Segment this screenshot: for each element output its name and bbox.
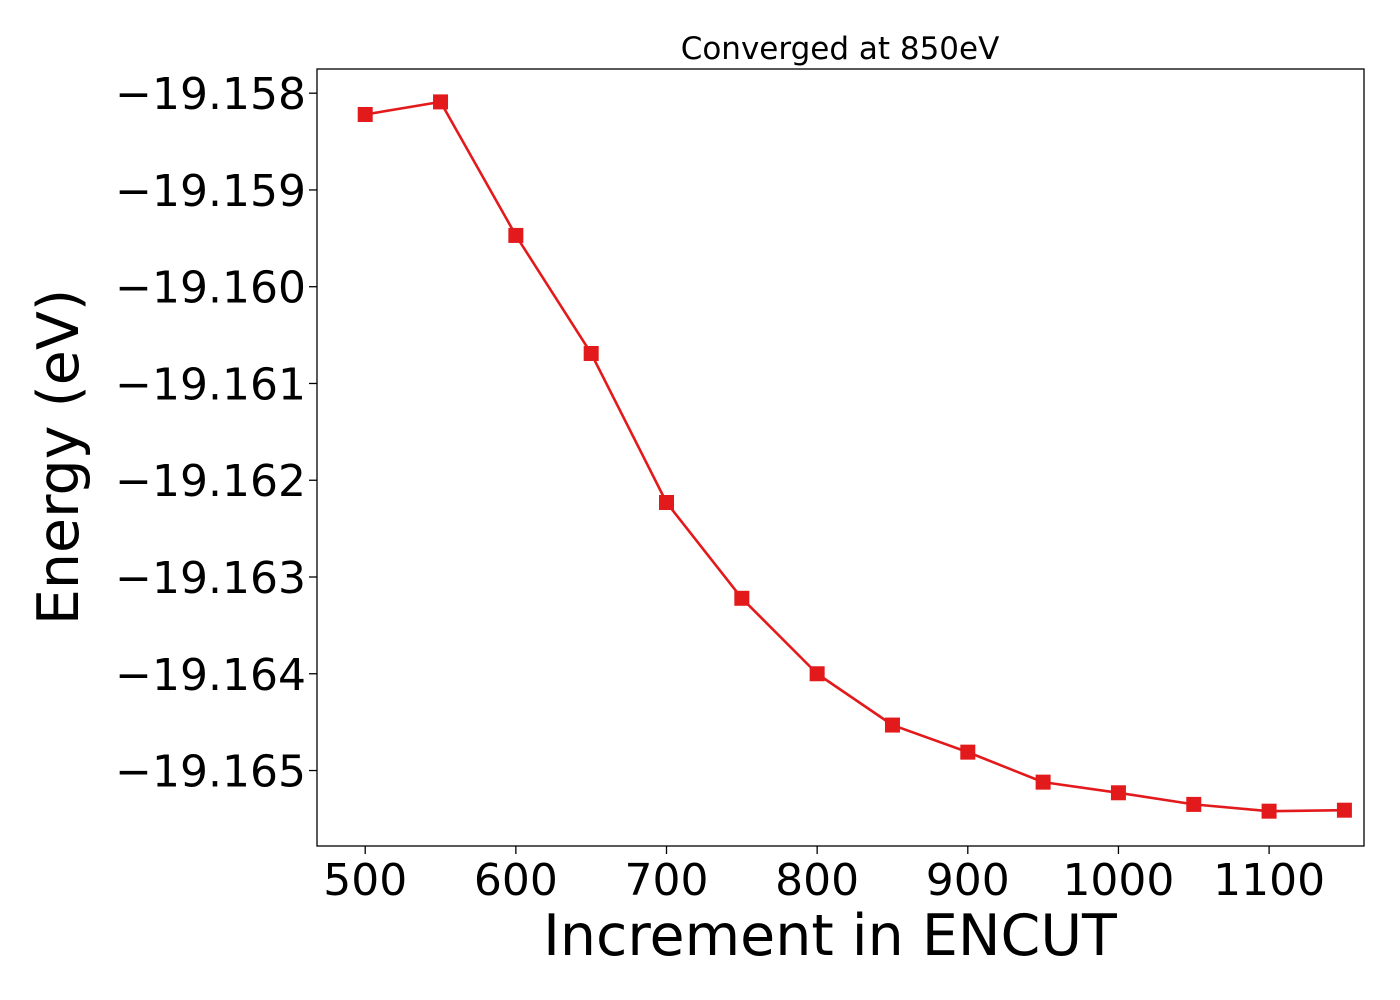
data-point-marker	[433, 94, 449, 110]
data-point-marker	[884, 717, 900, 733]
data-point-marker	[1261, 803, 1277, 819]
data-point-marker	[659, 494, 674, 510]
data-point-marker	[1035, 774, 1051, 790]
x-tick-label: 700	[625, 855, 709, 906]
y-tick-label: −19.160	[115, 263, 306, 314]
plot-area	[357, 94, 1352, 819]
x-axis-label: Increment in ENCUT	[543, 903, 1117, 969]
y-tick-label: −19.158	[115, 69, 306, 120]
y-tick-label: −19.159	[115, 166, 306, 217]
y-axis-label: Energy (eV)	[26, 289, 92, 625]
x-axis-ticks: 500 600 700 800 900 1000 1100	[323, 846, 1325, 906]
x-tick-label: 1100	[1213, 855, 1325, 906]
data-point-marker	[960, 744, 976, 760]
y-tick-label: −19.161	[115, 359, 306, 410]
y-tick-label: −19.164	[115, 650, 306, 701]
axes-frame	[316, 68, 1365, 847]
y-tick-label: −19.162	[115, 456, 306, 507]
chart-title: Converged at 850eV	[681, 31, 1000, 67]
x-tick-label: 500	[323, 855, 407, 906]
x-tick-label: 600	[474, 855, 558, 906]
x-tick-label: 800	[775, 855, 859, 906]
data-point-marker	[1110, 785, 1126, 801]
x-tick-label: 1000	[1062, 855, 1174, 906]
data-point-marker	[809, 666, 825, 682]
x-tick-label: 900	[926, 855, 1010, 906]
y-tick-label: −19.163	[115, 553, 306, 604]
data-point-marker	[508, 227, 524, 243]
data-point-marker	[1186, 796, 1202, 812]
data-point-marker	[357, 106, 373, 122]
data-point-marker	[1336, 802, 1352, 818]
y-axis-ticks: −19.158 −19.159 −19.160 −19.161 −19.162 −19.1…	[115, 69, 317, 798]
y-tick-label: −19.165	[115, 747, 306, 798]
series-line	[364, 100, 1345, 813]
data-point-marker	[583, 345, 599, 361]
data-point-marker	[734, 590, 750, 606]
